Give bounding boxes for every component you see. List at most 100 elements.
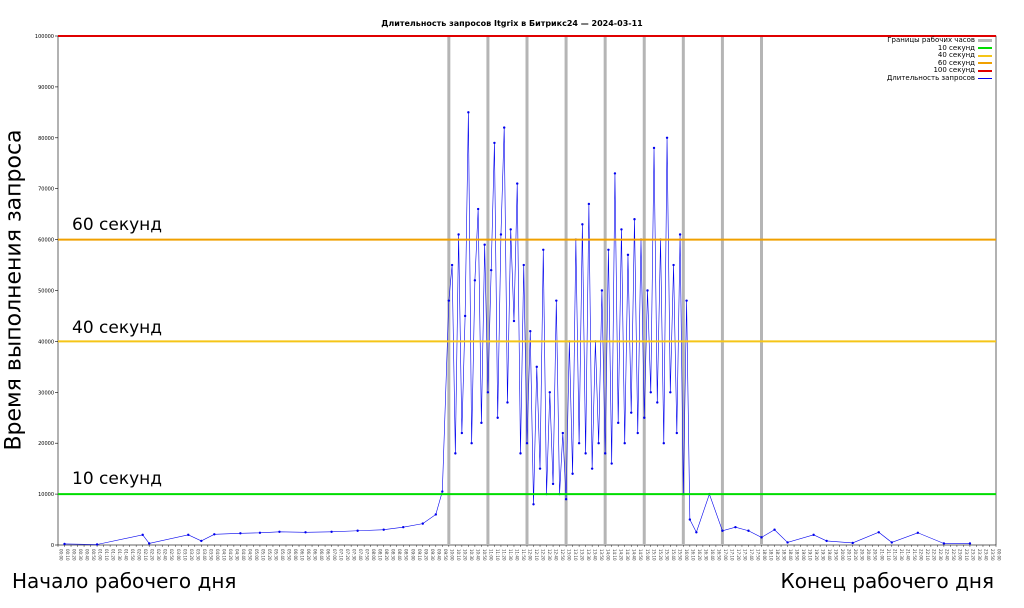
legend-label: Длительность запросов (886, 73, 975, 82)
x-tick-label: 21:00 (879, 549, 884, 561)
x-tick-label: 23:10 (964, 549, 969, 561)
data-point (665, 136, 669, 139)
data-point (382, 528, 385, 531)
data-point (616, 421, 620, 425)
data-point (685, 299, 688, 302)
x-tick-label: 01:20 (111, 549, 116, 561)
x-tick-label: 15:20 (658, 549, 663, 561)
legend-item-10s: 10 секунд (887, 43, 992, 53)
y-tick-label: 20000 (38, 441, 54, 447)
x-tick-label: 14:00 (606, 549, 611, 561)
legend-item-100s: 100 секунд (887, 66, 992, 75)
x-tick-label: 08:50 (404, 549, 409, 561)
x-tick-label: 19:20 (814, 549, 819, 561)
x-tick-label: 07:30 (352, 549, 357, 561)
x-tick-label: 11:40 (514, 549, 519, 561)
x-tick-label: 00:00 (997, 549, 1002, 561)
data-point (678, 233, 682, 236)
data-point (512, 319, 516, 323)
data-point (773, 528, 776, 531)
x-tick-label: 09:30 (430, 549, 435, 561)
data-point (95, 543, 99, 546)
chart-title: Длительность запросов Itgrix в Битрикс24… (381, 19, 643, 28)
x-tick-label: 04:30 (234, 549, 239, 561)
legend-swatch (978, 62, 992, 65)
data-point (571, 472, 574, 475)
data-point (581, 223, 584, 226)
x-tick-label: 07:40 (358, 549, 363, 561)
data-point (747, 529, 750, 532)
data-point (434, 513, 438, 516)
data-point (441, 490, 444, 493)
x-tick-label: 10:20 (462, 549, 467, 561)
x-tick-label: 20:00 (840, 549, 845, 561)
legend-swatch (978, 54, 992, 57)
data-point (239, 532, 242, 535)
x-tick-label: 05:40 (280, 549, 285, 561)
data-point (760, 536, 763, 539)
x-tick-label: 01:40 (124, 549, 129, 561)
threshold-lines (58, 35, 996, 496)
data-point (577, 442, 581, 445)
data-point (447, 299, 451, 302)
x-tick-label: 15:40 (671, 549, 676, 561)
x-tick-label: 10:30 (469, 549, 474, 561)
x-tick-label: 04:10 (221, 549, 226, 561)
data-point (457, 233, 460, 236)
data-point (421, 522, 424, 525)
data-point (623, 442, 626, 445)
data-point (633, 218, 636, 221)
start-of-workday-caption: Начало рабочего дня (12, 569, 237, 593)
data-point (561, 431, 565, 435)
x-tick-label: 22:40 (944, 549, 949, 561)
data-point (590, 467, 594, 470)
x-tick-label: 06:00 (293, 549, 298, 561)
x-tick-label: 08:40 (397, 549, 402, 561)
x-tick-label: 14:50 (638, 549, 643, 561)
x-tick-label: 03:50 (208, 549, 213, 561)
data-point (851, 541, 854, 545)
x-tick-label: 05:00 (254, 549, 259, 561)
data-point (734, 525, 737, 529)
x-tick-label: 03:40 (202, 549, 207, 561)
x-tick-label: 02:50 (169, 549, 174, 561)
data-point (187, 533, 190, 537)
x-tick-label: 00:30 (78, 549, 83, 561)
data-point (278, 530, 281, 533)
legend-label: 10 секунд (937, 43, 975, 52)
x-tick-label: 15:30 (664, 549, 669, 561)
x-tick-label: 17:40 (749, 549, 754, 561)
data-point (480, 421, 483, 425)
x-tick-label: 00:50 (91, 549, 96, 561)
x-tick-label: 20:20 (853, 549, 858, 561)
x-tick-label: 13:00 (567, 549, 572, 561)
x-tick-label: 20:30 (860, 549, 865, 561)
x-tick-label: 18:20 (775, 549, 780, 561)
data-point (626, 253, 630, 257)
x-tick-label: 03:20 (189, 549, 194, 561)
data-point (496, 416, 499, 419)
x-tick-label: 05:50 (286, 549, 291, 561)
label-10-seconds: 10 секунд (72, 469, 163, 489)
data-point (258, 531, 262, 534)
data-point (483, 243, 486, 246)
x-tick-label: 11:10 (495, 549, 500, 561)
y-tick-label: 50000 (38, 289, 54, 295)
data-point (636, 431, 639, 435)
legend-swatch (978, 39, 992, 43)
data-point (603, 452, 607, 455)
x-tick-label: 18:10 (769, 549, 774, 561)
x-tick-label: 14:40 (632, 549, 637, 561)
x-tick-label: 00:20 (72, 549, 77, 561)
x-tick-label: 03:00 (176, 549, 181, 561)
legend-item-60s: 60 секунд (887, 59, 992, 68)
x-tick-label: 12:20 (541, 549, 546, 561)
y-tick-label: 100000 (35, 34, 54, 40)
x-tick-label: 01:50 (130, 549, 135, 561)
x-tick-label: 17:00 (723, 549, 728, 561)
x-tick-label: 10:50 (482, 549, 487, 561)
y-axis: 0 10000 20000 30000 40000 50000 60000 70000 8000… (35, 34, 58, 549)
x-tick-label: 21:30 (899, 549, 904, 561)
data-point (470, 442, 473, 445)
x-tick-label: 06:20 (306, 549, 311, 561)
